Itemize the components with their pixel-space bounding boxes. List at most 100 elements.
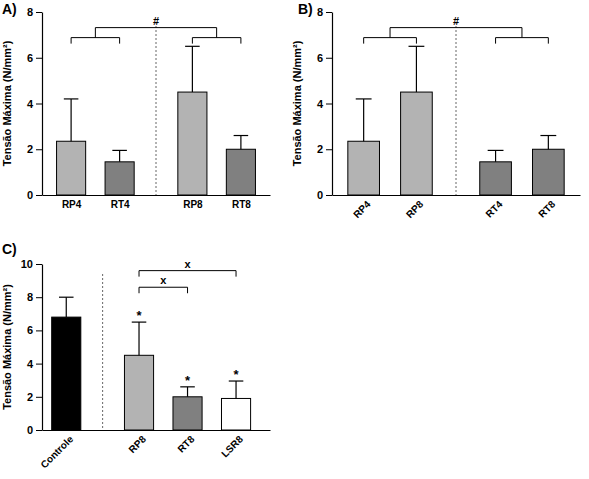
bar <box>533 149 565 195</box>
error-bar-cap <box>64 98 79 99</box>
error-bar <box>409 46 425 92</box>
x-tick-label: LSR8 <box>219 433 245 459</box>
x-tick: RP8 <box>404 198 426 220</box>
bar <box>401 92 433 195</box>
panel: B)Tensão Máxima (N/mm²)02468RP4RP8RT4RT8… <box>291 1 581 220</box>
x-tick: RP8 <box>183 199 203 210</box>
error-bar-cap <box>185 46 200 47</box>
bar <box>57 141 86 195</box>
y-tick: 6 <box>317 52 332 64</box>
y-tick-label: 6 <box>317 52 323 64</box>
y-tick-mark <box>36 397 42 398</box>
y-tick: 6 <box>27 324 42 336</box>
y-axis-title: Tensão Máxima (N/mm²) <box>291 40 303 166</box>
panel-label: C) <box>2 241 17 257</box>
y-tick-label: 2 <box>317 143 323 155</box>
y-tick: 8 <box>27 6 42 18</box>
x-tick-label: RP8 <box>126 433 148 455</box>
x-axis: ControleRP8RT8LSR8 <box>38 431 270 471</box>
group-bracket <box>192 38 241 44</box>
error-bar <box>59 297 74 317</box>
x-tick: RT8 <box>536 198 557 219</box>
error-bar <box>229 381 244 398</box>
x-tick-label: Controle <box>38 433 75 470</box>
x-tick: RP8 <box>126 433 148 455</box>
y-axis-title: Tensão Máxima (N/mm²) <box>1 284 13 410</box>
bar <box>480 162 512 195</box>
y-tick: 0 <box>317 189 332 201</box>
x-tick: RP4 <box>351 198 373 220</box>
bar <box>124 355 153 430</box>
plot-area <box>57 46 256 195</box>
y-tick: 4 <box>27 98 42 110</box>
y-tick-label: 4 <box>317 98 324 110</box>
error-bar-cap <box>234 135 249 136</box>
group-bracket <box>71 38 120 44</box>
y-tick-label: 8 <box>27 291 33 303</box>
y-axis: 0246810 <box>21 258 43 436</box>
comparison-label: x <box>160 274 167 286</box>
x-axis-line <box>43 195 271 196</box>
x-axis-line <box>333 195 581 196</box>
comparison-label: x <box>184 258 191 270</box>
y-tick: 2 <box>27 391 42 403</box>
error-bar <box>112 150 127 161</box>
bar <box>52 317 81 430</box>
x-tick-label: RP8 <box>404 198 426 220</box>
x-tick-label: RT4 <box>111 199 130 210</box>
y-tick-mark <box>36 297 42 298</box>
y-tick-label: 6 <box>27 52 33 64</box>
y-tick: 4 <box>27 358 42 370</box>
y-tick-mark <box>36 58 42 59</box>
y-axis: 0 2 4 6 8 <box>27 6 43 201</box>
y-tick-label: 2 <box>27 143 33 155</box>
x-tick-label: RP4 <box>62 199 82 210</box>
group-bracket <box>496 38 549 44</box>
error-bar-stem <box>66 297 67 317</box>
comparison-label: # <box>453 15 459 27</box>
x-tick-label: RT8 <box>232 199 251 210</box>
error-bar <box>234 136 249 150</box>
y-tick: 2 <box>317 143 332 155</box>
y-axis: 02468 <box>317 6 333 201</box>
error-bar-stem <box>235 381 236 398</box>
plot-area <box>52 297 251 430</box>
comparison-label: # <box>153 15 159 27</box>
error-bar <box>488 150 504 161</box>
error-bar-stem <box>119 150 120 161</box>
x-tick-label: RT8 <box>536 198 557 219</box>
y-axis-line <box>42 265 43 431</box>
y-tick: 2 <box>27 143 42 155</box>
x-tick-label: RT4 <box>483 198 504 219</box>
comparison-bracket <box>390 28 522 38</box>
y-tick-mark <box>36 264 42 265</box>
comparison-bracket <box>95 28 216 38</box>
y-tick-mark <box>326 58 332 59</box>
error-bar-stem <box>240 136 241 150</box>
y-tick-mark <box>326 195 332 196</box>
error-bar-stem <box>71 99 72 141</box>
group-divider <box>456 22 457 195</box>
y-tick-label: 0 <box>317 189 323 201</box>
error-bar-stem <box>187 387 188 397</box>
y-tick-mark <box>36 364 42 365</box>
error-bar-stem <box>548 136 549 150</box>
panel-label: B) <box>298 1 313 17</box>
x-tick: RT8 <box>232 199 251 210</box>
x-tick-label: RP4 <box>351 198 373 220</box>
y-tick: 6 <box>27 52 42 64</box>
group-divider <box>102 274 103 430</box>
error-bar-cap <box>409 46 425 47</box>
error-bar-cap <box>112 150 127 151</box>
figure: A)Tensão Máxima (N/mm²)02468RP4RT4RP8RT8… <box>0 0 589 479</box>
y-tick-mark <box>36 104 42 105</box>
error-bar-stem <box>192 46 193 92</box>
bar <box>226 149 255 195</box>
y-axis-title: Tensão Máxima (N/mm²) <box>1 40 13 166</box>
x-tick: LSR8 <box>219 433 245 459</box>
y-tick-label: 4 <box>27 98 34 110</box>
y-tick: 0 <box>27 189 42 201</box>
y-tick-label: 0 <box>27 424 33 436</box>
error-bar-stem <box>495 150 496 161</box>
x-tick: RT4 <box>483 198 504 219</box>
